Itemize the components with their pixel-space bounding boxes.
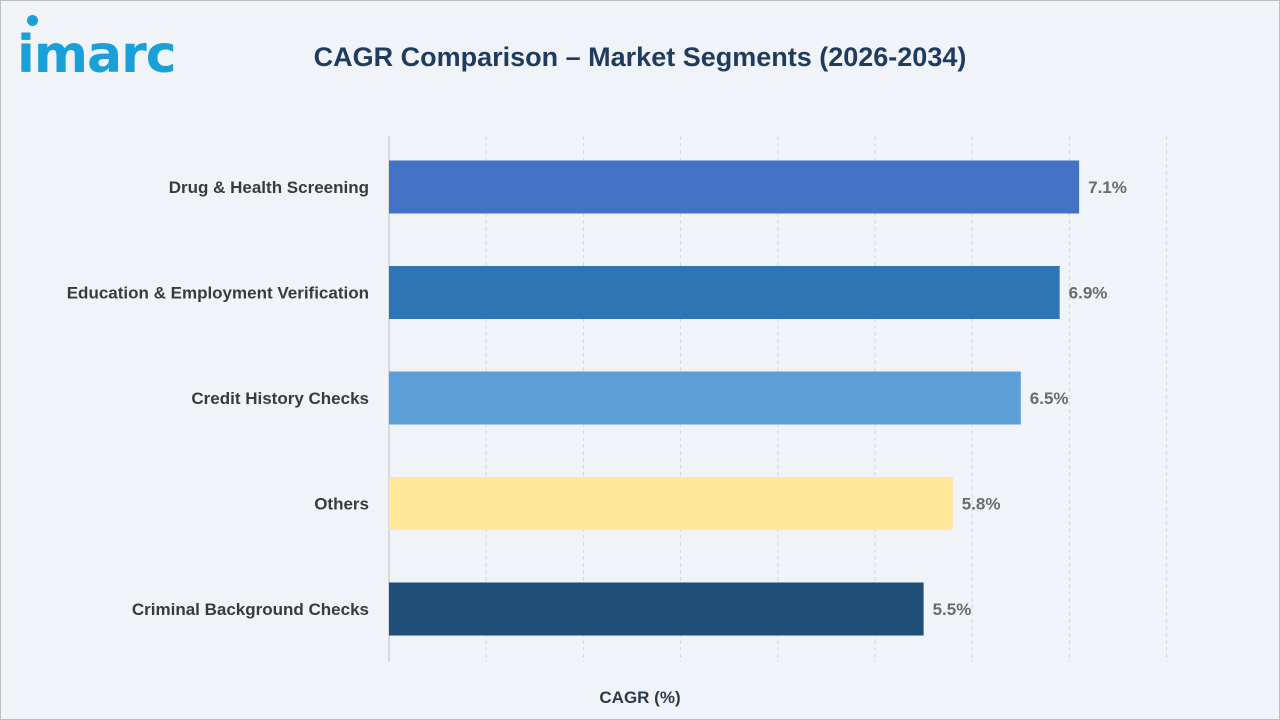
category-label: Education & Employment Verification [67,284,369,303]
logo-dot-icon [27,15,38,26]
bar [389,266,1060,319]
category-label: Drug & Health Screening [169,178,369,197]
data-label: 7.1% [1088,178,1127,197]
category-label: Others [314,495,369,514]
x-axis-label: CAGR (%) [599,688,681,707]
data-label: 5.5% [933,600,972,619]
category-label: Criminal Background Checks [132,600,369,619]
data-label: 6.5% [1030,389,1069,408]
logo-text: imarc [17,25,177,85]
bar [389,477,953,530]
imarc-logo: imarc [17,15,207,85]
data-label: 5.8% [962,495,1001,514]
bar [389,582,924,636]
chart-title: CAGR Comparison – Market Segments (2026-… [313,42,967,72]
bar [389,371,1021,425]
data-label: 6.9% [1069,284,1108,303]
bar [389,160,1080,214]
category-label: Credit History Checks [191,389,369,408]
